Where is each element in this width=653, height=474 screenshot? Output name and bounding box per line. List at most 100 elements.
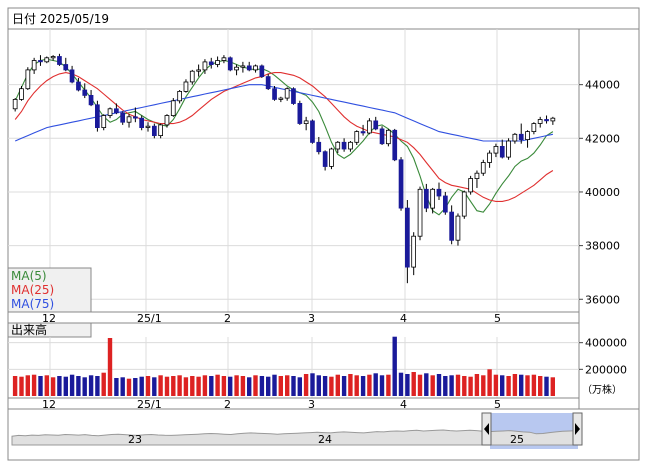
candle-body	[170, 100, 176, 117]
month-label: 12	[42, 398, 56, 411]
volume-bar	[126, 378, 132, 396]
month-label: 5	[494, 312, 501, 325]
ma-legend-box	[7, 267, 92, 313]
price-tick-label: 44000	[585, 79, 620, 92]
volume-bar	[202, 375, 208, 396]
candle-body	[385, 129, 391, 145]
volume-bar	[44, 375, 49, 396]
volume-bar	[76, 376, 81, 396]
volume-bar	[468, 376, 473, 396]
volume-bar	[487, 369, 492, 396]
volume-bar	[196, 376, 201, 396]
volume-bar	[443, 376, 448, 396]
volume-bar	[209, 376, 214, 396]
volume-bar	[95, 376, 100, 396]
volume-bar	[367, 374, 372, 396]
candle-body	[525, 131, 530, 141]
volume-bar	[63, 376, 68, 396]
candle-body	[246, 65, 252, 71]
candle-body	[234, 66, 239, 71]
volume-bar	[291, 376, 296, 396]
volume-bar	[57, 376, 62, 396]
volume-bar	[297, 377, 302, 396]
volume-bar	[215, 374, 220, 396]
month-label: 5	[494, 398, 501, 411]
volume-bar	[379, 375, 385, 396]
volume-bar	[177, 375, 182, 396]
volume-bar	[538, 376, 543, 396]
volume-bar	[253, 375, 258, 396]
candle-body	[430, 188, 436, 209]
volume-bar	[373, 373, 378, 396]
candle-body	[164, 115, 170, 126]
volume-bar	[493, 374, 499, 396]
volume-bar	[31, 374, 37, 396]
volume-bar	[329, 376, 334, 396]
volume-bar	[82, 377, 87, 396]
candle-body	[366, 120, 372, 134]
volume-bar	[417, 374, 423, 396]
price-tick-label: 38000	[585, 240, 620, 253]
volume-bars	[12, 336, 555, 396]
candle-body	[145, 125, 151, 128]
candle-body	[107, 108, 113, 116]
candle-body	[272, 88, 277, 100]
candle-body	[329, 148, 334, 167]
candle-body	[50, 56, 56, 59]
right-arrow-icon	[575, 423, 580, 435]
volume-bar	[462, 376, 467, 396]
candle-body	[392, 129, 398, 161]
candle-body	[512, 133, 518, 142]
candle-body	[139, 117, 144, 128]
volume-bar	[341, 376, 347, 396]
volume-bar	[221, 376, 227, 396]
candle-body	[284, 88, 290, 99]
volume-bar	[436, 374, 442, 396]
candle-body	[183, 81, 189, 92]
volume-bar	[114, 378, 119, 396]
volume-tick-label: 400000	[585, 337, 627, 350]
candle-body	[348, 141, 353, 150]
candle-body	[158, 124, 163, 137]
candle-body	[259, 65, 265, 78]
volume-bar	[525, 375, 530, 396]
volume-bar	[69, 374, 75, 396]
legend-ma25: MA(25)	[11, 283, 54, 297]
date-label: 日付 2025/05/19	[12, 12, 109, 26]
candle-body	[278, 97, 284, 100]
candle-body	[126, 116, 132, 123]
volume-bar	[171, 376, 176, 396]
volume-tick-label: 200000	[585, 363, 627, 376]
volume-bar	[455, 374, 461, 396]
volume-bar	[411, 372, 416, 396]
left-arrow-icon	[484, 423, 489, 435]
volume-bar	[278, 376, 283, 396]
volume-bar	[285, 375, 290, 396]
navigator-series	[11, 429, 577, 446]
candle-body	[132, 116, 138, 119]
candle-body	[531, 123, 537, 132]
month-label: 2	[224, 398, 231, 411]
month-label: 4	[400, 312, 407, 325]
volume-bar	[183, 377, 189, 396]
candle-body	[461, 191, 467, 217]
navigator-year-label: 24	[318, 433, 332, 446]
candle-body	[499, 145, 505, 158]
candle-body	[240, 65, 246, 68]
volume-bar	[25, 375, 30, 396]
price-panel	[7, 28, 580, 313]
volume-bar	[152, 377, 157, 396]
candle-body	[291, 88, 296, 104]
volume-bar	[88, 375, 94, 396]
volume-bar	[158, 375, 163, 396]
volume-bar	[107, 338, 113, 396]
volume-bar	[101, 372, 106, 396]
month-label: 12	[42, 312, 56, 325]
candle-body	[253, 65, 258, 71]
candle-body	[208, 61, 214, 66]
candle-body	[297, 103, 303, 124]
month-label: 25/1	[137, 312, 162, 325]
price-axis-ticks: 44000 42000 40000 38000 36000	[579, 79, 620, 306]
candle-body	[423, 188, 429, 209]
